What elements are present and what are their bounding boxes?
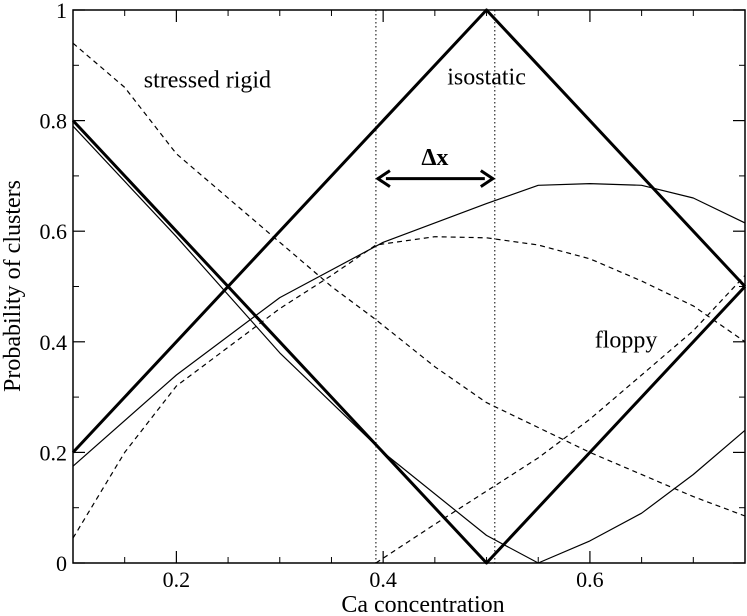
reference-lines (375, 10, 496, 563)
series-line-5 (537, 429, 746, 564)
y-axis-label: Probability of clusters (0, 180, 26, 392)
y-tick-label: 0.8 (40, 109, 68, 134)
x-tick-label: 0.6 (576, 567, 604, 592)
annotation-4: Δx (421, 145, 448, 171)
x-axis-label: Ca concentration (341, 592, 504, 616)
annotation-3: floppy (595, 327, 658, 353)
delta-x-arrow (375, 169, 496, 188)
y-tick-label: 0.2 (40, 440, 68, 465)
ticks: 0.2 0.4 0.6 0 0.2 0.4 0.6 0.8 1 (40, 0, 746, 592)
annotation-1: stressed rigid (144, 67, 271, 93)
arrow-head-left (375, 169, 391, 188)
x-tick-label: 0.4 (369, 567, 397, 592)
series-line-7 (72, 236, 746, 539)
x-tick-label: 0.2 (163, 567, 191, 592)
series-line-8 (375, 274, 746, 564)
arrow-head-right (479, 169, 496, 188)
series-line-6 (72, 42, 746, 517)
annotation-2: isostatic (447, 65, 526, 91)
y-tick-label: 0 (56, 551, 67, 576)
series-line-4 (72, 183, 746, 467)
annotations: stressed rigid isostatic floppy Δx (144, 65, 658, 354)
y-tick-label: 0.6 (40, 219, 68, 244)
y-tick-label: 1 (56, 0, 67, 23)
series-line-3 (72, 125, 539, 564)
y-tick-label: 0.4 (40, 330, 68, 355)
